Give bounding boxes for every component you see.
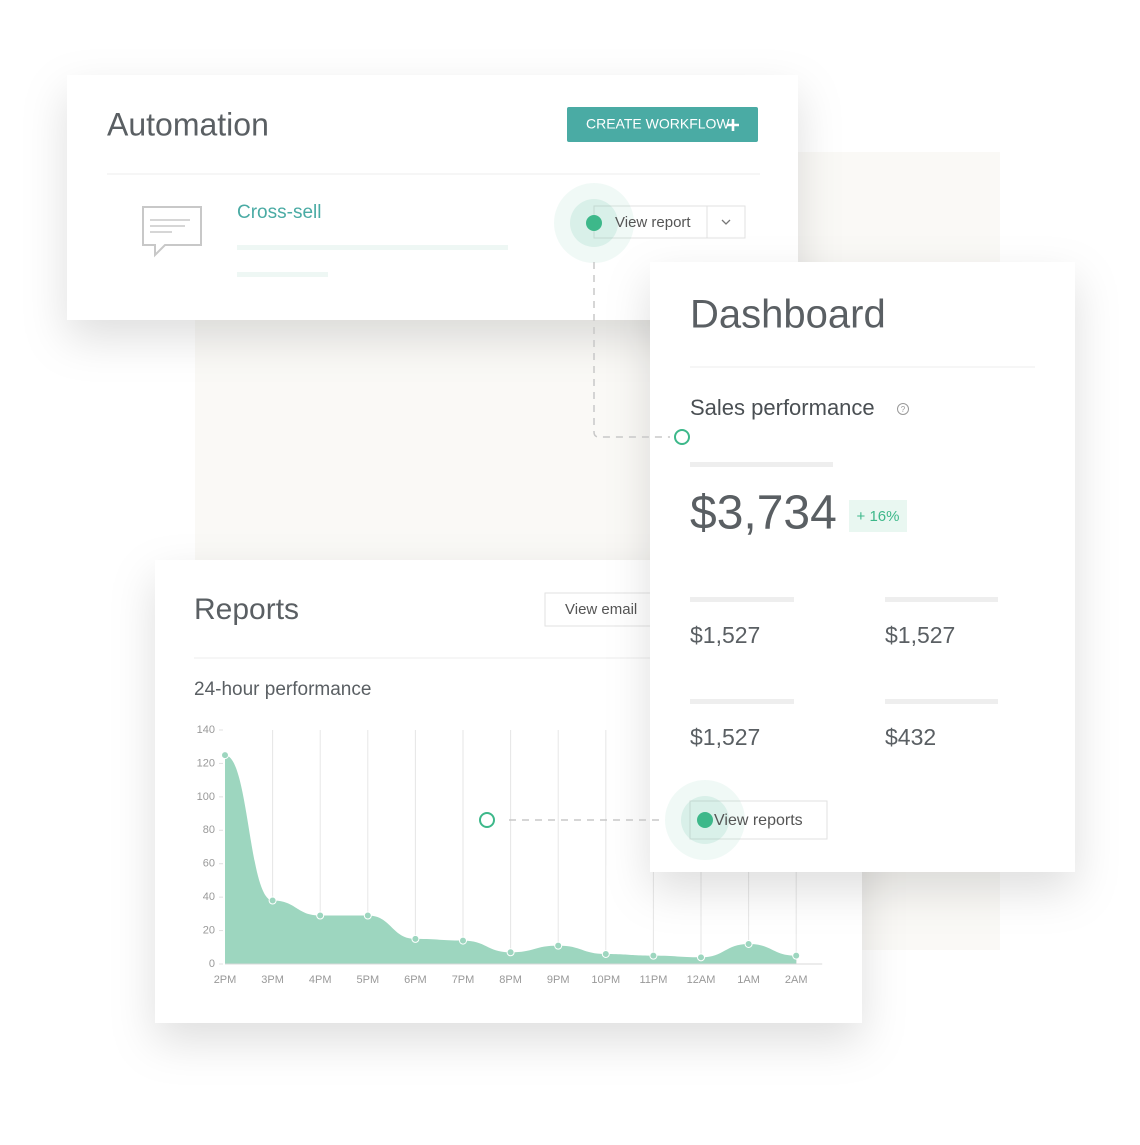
section-title: Sales performance	[690, 395, 875, 420]
plus-icon	[727, 119, 739, 131]
point	[601, 949, 610, 958]
total-value: $3,734	[690, 487, 837, 540]
button-label: View report	[615, 214, 691, 231]
x-tick-label: 7PM	[452, 974, 475, 986]
chart-title: 24-hour performance	[194, 679, 371, 700]
y-tick-label: 60	[203, 858, 215, 870]
point	[649, 951, 658, 960]
card-title: Reports	[194, 593, 299, 626]
card-title: Dashboard	[690, 293, 886, 337]
svg-text:?: ?	[901, 405, 906, 414]
y-tick-label: 80	[203, 824, 215, 836]
metric-value: $432	[885, 724, 936, 750]
chart: 2PM 3PM 4PM 5PM 6PM 7PM 8PM 9PM 10PM 11PM 12AM 1AM 2…	[197, 724, 823, 986]
y-tick-label: 120	[197, 757, 215, 769]
connector-end	[479, 812, 495, 828]
dashboard-card: Dashboard Sales performance ? $3,734 + 1…	[650, 262, 1075, 872]
placeholder-bar	[690, 699, 794, 704]
x-tick-label: 5PM	[356, 974, 379, 986]
x-tick-label: 3PM	[261, 974, 284, 986]
point	[268, 896, 277, 905]
x-tick-label: 9PM	[547, 974, 570, 986]
point	[697, 953, 705, 962]
button-label: View reports	[714, 812, 803, 829]
y-tick-label: 0	[209, 958, 215, 970]
automation-card: Automation CREATE WORKFLOW Cross-sell Vi…	[67, 75, 798, 320]
x-tick-label: 4PM	[309, 974, 332, 986]
x-tick-label: 1AM	[737, 974, 760, 986]
point	[221, 751, 229, 760]
connector-end	[674, 429, 690, 445]
status-dot	[697, 812, 713, 828]
y-tick-label: 20	[203, 924, 215, 936]
dropdown-chevron[interactable]	[721, 219, 731, 225]
x-tick-label: 12AM	[687, 974, 716, 986]
x-tick-label: 2AM	[785, 974, 808, 986]
area	[225, 755, 797, 964]
button-label: View email	[565, 601, 637, 618]
point	[506, 948, 515, 957]
metric-value: $1,527	[690, 724, 760, 750]
placeholder-bar	[885, 597, 998, 602]
card-title: Automation	[107, 106, 269, 142]
placeholder-bar	[885, 699, 998, 704]
status-dot	[586, 215, 602, 231]
create-button[interactable]	[567, 107, 758, 142]
x-tick-label: 8PM	[499, 974, 522, 986]
metric-value: $1,527	[885, 622, 955, 648]
x-tick-label: 2PM	[214, 974, 237, 986]
button-label: CREATE WORKFLOW	[586, 116, 730, 132]
message-icon	[142, 206, 202, 258]
y-tick-label: 140	[197, 724, 215, 736]
placeholder-bar	[690, 597, 794, 602]
point	[744, 939, 753, 948]
y-tick-label: 40	[203, 891, 215, 903]
change-label: + 16%	[857, 508, 900, 525]
point	[411, 934, 420, 943]
x-tick-label: 6PM	[404, 974, 427, 986]
placeholder-bar	[690, 462, 833, 467]
card-bg	[650, 262, 1075, 872]
placeholder-bar	[237, 272, 328, 277]
x-tick-label: 10PM	[591, 974, 620, 986]
y-tick-label: 100	[197, 791, 215, 803]
workflow-name[interactable]: Cross-sell	[237, 202, 321, 223]
x-tick-label: 11PM	[639, 974, 667, 986]
point	[459, 936, 467, 945]
connector	[593, 262, 670, 438]
metric-value: $1,527	[690, 622, 760, 648]
help-icon[interactable]: ?	[897, 403, 909, 415]
point	[316, 911, 325, 920]
placeholder-bar	[237, 245, 508, 250]
view-email-button[interactable]	[544, 592, 666, 627]
point	[792, 951, 801, 960]
point	[363, 911, 372, 920]
point	[554, 941, 563, 950]
change-badge	[849, 500, 907, 532]
